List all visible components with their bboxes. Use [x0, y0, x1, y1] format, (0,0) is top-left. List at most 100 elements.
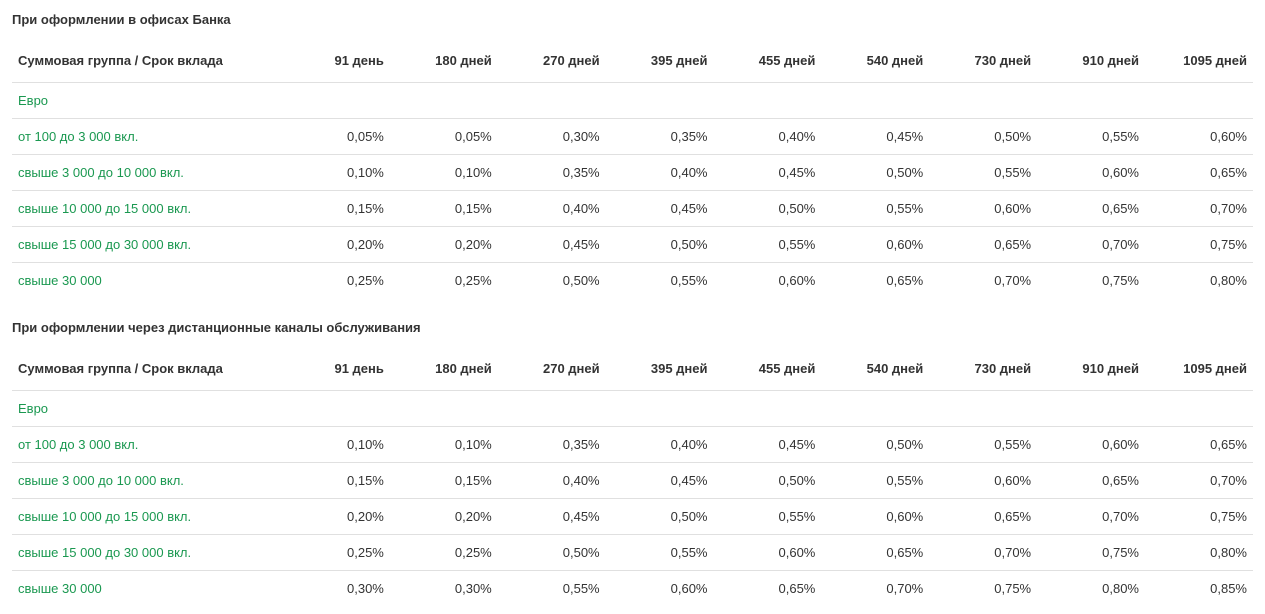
rate-cell: 0,70% [929, 263, 1037, 299]
rate-cell: 0,50% [498, 535, 606, 571]
rate-cell: 0,50% [498, 263, 606, 299]
rate-cell: 0,50% [606, 227, 714, 263]
rate-cell: 0,30% [282, 571, 390, 607]
rate-cell: 0,55% [1037, 119, 1145, 155]
rate-cell: 0,45% [498, 499, 606, 535]
section-title: При оформлении через дистанционные канал… [12, 320, 1253, 335]
row-label: свыше 3 000 до 10 000 вкл. [12, 155, 282, 191]
rate-cell: 0,40% [606, 155, 714, 191]
rate-cell: 0,75% [1037, 263, 1145, 299]
rate-cell: 0,45% [821, 119, 929, 155]
currency-row: Евро [12, 391, 1253, 427]
rates-section: При оформлении в офисах Банка Суммовая гр… [12, 12, 1253, 298]
rate-cell: 0,50% [714, 191, 822, 227]
rate-cell: 0,80% [1145, 263, 1253, 299]
rate-cell: 0,60% [929, 191, 1037, 227]
rate-cell: 0,35% [498, 427, 606, 463]
column-header: 540 дней [821, 353, 929, 391]
currency-row: Евро [12, 83, 1253, 119]
rate-cell: 0,20% [282, 499, 390, 535]
rate-cell: 0,25% [282, 263, 390, 299]
table-row: свыше 3 000 до 10 000 вкл.0,15%0,15%0,40… [12, 463, 1253, 499]
rate-cell: 0,65% [1145, 427, 1253, 463]
rate-cell: 0,45% [606, 463, 714, 499]
row-label: свыше 30 000 [12, 263, 282, 299]
rate-cell: 0,70% [821, 571, 929, 607]
rate-cell: 0,65% [1145, 155, 1253, 191]
rate-cell: 0,45% [714, 427, 822, 463]
column-header: Суммовая группа / Срок вклада [12, 45, 282, 83]
column-header: Суммовая группа / Срок вклада [12, 353, 282, 391]
rate-cell: 0,70% [1145, 463, 1253, 499]
rate-cell: 0,55% [714, 499, 822, 535]
column-header: 270 дней [498, 353, 606, 391]
rate-cell: 0,45% [498, 227, 606, 263]
column-header: 910 дней [1037, 353, 1145, 391]
rate-cell: 0,15% [282, 463, 390, 499]
row-label: свыше 15 000 до 30 000 вкл. [12, 227, 282, 263]
rate-cell: 0,75% [929, 571, 1037, 607]
rate-cell: 0,30% [390, 571, 498, 607]
table-row: от 100 до 3 000 вкл.0,10%0,10%0,35%0,40%… [12, 427, 1253, 463]
rate-cell: 0,10% [390, 155, 498, 191]
rate-cell: 0,45% [606, 191, 714, 227]
rate-cell: 0,40% [498, 463, 606, 499]
rate-cell: 0,65% [714, 571, 822, 607]
rate-cell: 0,60% [1037, 155, 1145, 191]
table-row: свыше 10 000 до 15 000 вкл.0,20%0,20%0,4… [12, 499, 1253, 535]
rate-cell: 0,60% [929, 463, 1037, 499]
rate-cell: 0,15% [390, 191, 498, 227]
column-header: 730 дней [929, 45, 1037, 83]
rate-cell: 0,65% [821, 535, 929, 571]
rate-cell: 0,45% [714, 155, 822, 191]
rate-cell: 0,60% [821, 227, 929, 263]
rate-cell: 0,70% [1145, 191, 1253, 227]
row-label: свыше 3 000 до 10 000 вкл. [12, 463, 282, 499]
rate-cell: 0,55% [714, 227, 822, 263]
column-header: 1095 дней [1145, 45, 1253, 83]
table-row: свыше 15 000 до 30 000 вкл.0,25%0,25%0,5… [12, 535, 1253, 571]
rate-cell: 0,10% [282, 427, 390, 463]
table-row: от 100 до 3 000 вкл.0,05%0,05%0,30%0,35%… [12, 119, 1253, 155]
rate-cell: 0,10% [390, 427, 498, 463]
rate-cell: 0,05% [282, 119, 390, 155]
rate-cell: 0,40% [606, 427, 714, 463]
rate-cell: 0,20% [390, 227, 498, 263]
rate-cell: 0,10% [282, 155, 390, 191]
row-label: свыше 15 000 до 30 000 вкл. [12, 535, 282, 571]
rate-cell: 0,75% [1037, 535, 1145, 571]
column-header: 180 дней [390, 353, 498, 391]
section-title: При оформлении в офисах Банка [12, 12, 1253, 27]
rate-cell: 0,65% [1037, 191, 1145, 227]
table-row: свыше 15 000 до 30 000 вкл.0,20%0,20%0,4… [12, 227, 1253, 263]
rate-cell: 0,30% [498, 119, 606, 155]
table-row: свыше 10 000 до 15 000 вкл.0,15%0,15%0,4… [12, 191, 1253, 227]
rate-cell: 0,75% [1145, 499, 1253, 535]
column-header: 730 дней [929, 353, 1037, 391]
column-header: 455 дней [714, 45, 822, 83]
rate-cell: 0,60% [1145, 119, 1253, 155]
rate-cell: 0,50% [606, 499, 714, 535]
column-header: 1095 дней [1145, 353, 1253, 391]
rates-table: Суммовая группа / Срок вклада91 день180 … [12, 45, 1253, 298]
rate-cell: 0,15% [390, 463, 498, 499]
rate-cell: 0,60% [714, 535, 822, 571]
rate-cell: 0,55% [498, 571, 606, 607]
rates-section: При оформлении через дистанционные канал… [12, 320, 1253, 606]
rate-cell: 0,20% [390, 499, 498, 535]
rate-cell: 0,55% [929, 155, 1037, 191]
rate-cell: 0,55% [606, 263, 714, 299]
rate-cell: 0,15% [282, 191, 390, 227]
currency-label: Евро [12, 391, 1253, 427]
row-label: от 100 до 3 000 вкл. [12, 119, 282, 155]
rate-cell: 0,40% [714, 119, 822, 155]
rate-cell: 0,25% [282, 535, 390, 571]
rate-cell: 0,80% [1037, 571, 1145, 607]
rate-cell: 0,50% [714, 463, 822, 499]
rate-cell: 0,55% [606, 535, 714, 571]
row-label: свыше 10 000 до 15 000 вкл. [12, 499, 282, 535]
rate-cell: 0,70% [1037, 499, 1145, 535]
rate-cell: 0,55% [929, 427, 1037, 463]
rate-cell: 0,60% [821, 499, 929, 535]
rate-cell: 0,75% [1145, 227, 1253, 263]
